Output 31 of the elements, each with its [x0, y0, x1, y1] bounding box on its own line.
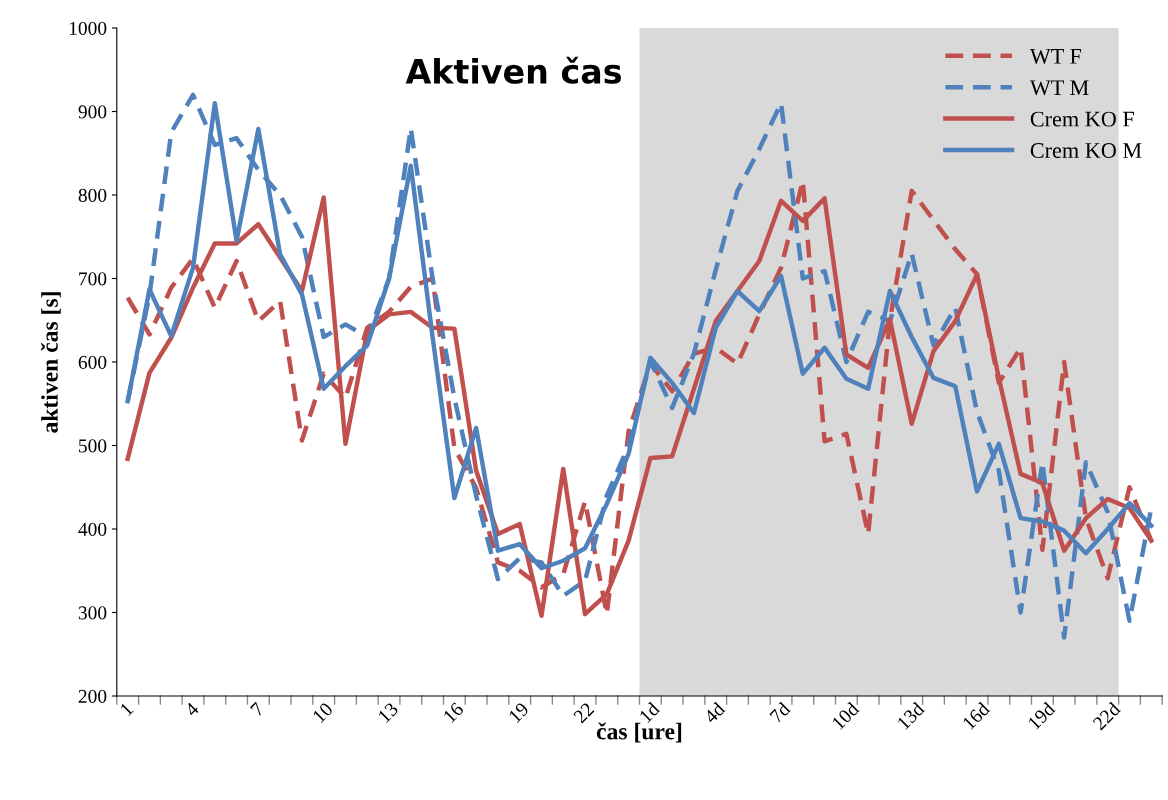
- x-tick-label: 1: [119, 702, 134, 717]
- x-tick-label: 10: [312, 701, 334, 724]
- legend-label: Crem KO F: [1030, 111, 1134, 127]
- x-tick-label: 13: [377, 701, 399, 724]
- y-tick-label: 1000: [69, 21, 107, 35]
- x-tick-label: 19: [508, 701, 530, 724]
- legend-label: WT F: [1029, 49, 1082, 64]
- x-tick-label: 10d: [831, 701, 860, 730]
- y-tick-label: 200: [78, 689, 107, 703]
- text: Aktiven čas: [405, 56, 621, 84]
- x-tick-label: 16: [442, 701, 465, 724]
- y-tick-label: 400: [78, 522, 107, 536]
- y-axis-title: aktiven čas [s]: [40, 292, 61, 433]
- x-tick-label: 4d: [702, 701, 726, 725]
- x-axis-title: čas [ure]: [596, 722, 682, 743]
- y-tick-label: 800: [78, 188, 107, 202]
- y-tick-label: 700: [79, 272, 107, 286]
- x-tick-label: 22: [572, 702, 595, 724]
- legend-label: WT M: [1029, 80, 1089, 96]
- y-tick-label: 300: [78, 606, 107, 620]
- legend-label: Crem KO M: [1030, 143, 1142, 158]
- y-tick-label: 500: [79, 439, 107, 453]
- x-tick-label: 4: [184, 701, 200, 718]
- x-tick-label: 16d: [961, 701, 991, 730]
- x-tick-label: 7: [250, 701, 265, 717]
- y-tick-label: 600: [78, 355, 107, 369]
- x-tick-label: 7d: [768, 701, 792, 724]
- x-tick-label: 13d: [896, 701, 926, 730]
- y-tick-label: 900: [78, 105, 107, 119]
- x-tick-label: 19d: [1027, 701, 1056, 730]
- x-tick-label: 22d: [1091, 701, 1122, 731]
